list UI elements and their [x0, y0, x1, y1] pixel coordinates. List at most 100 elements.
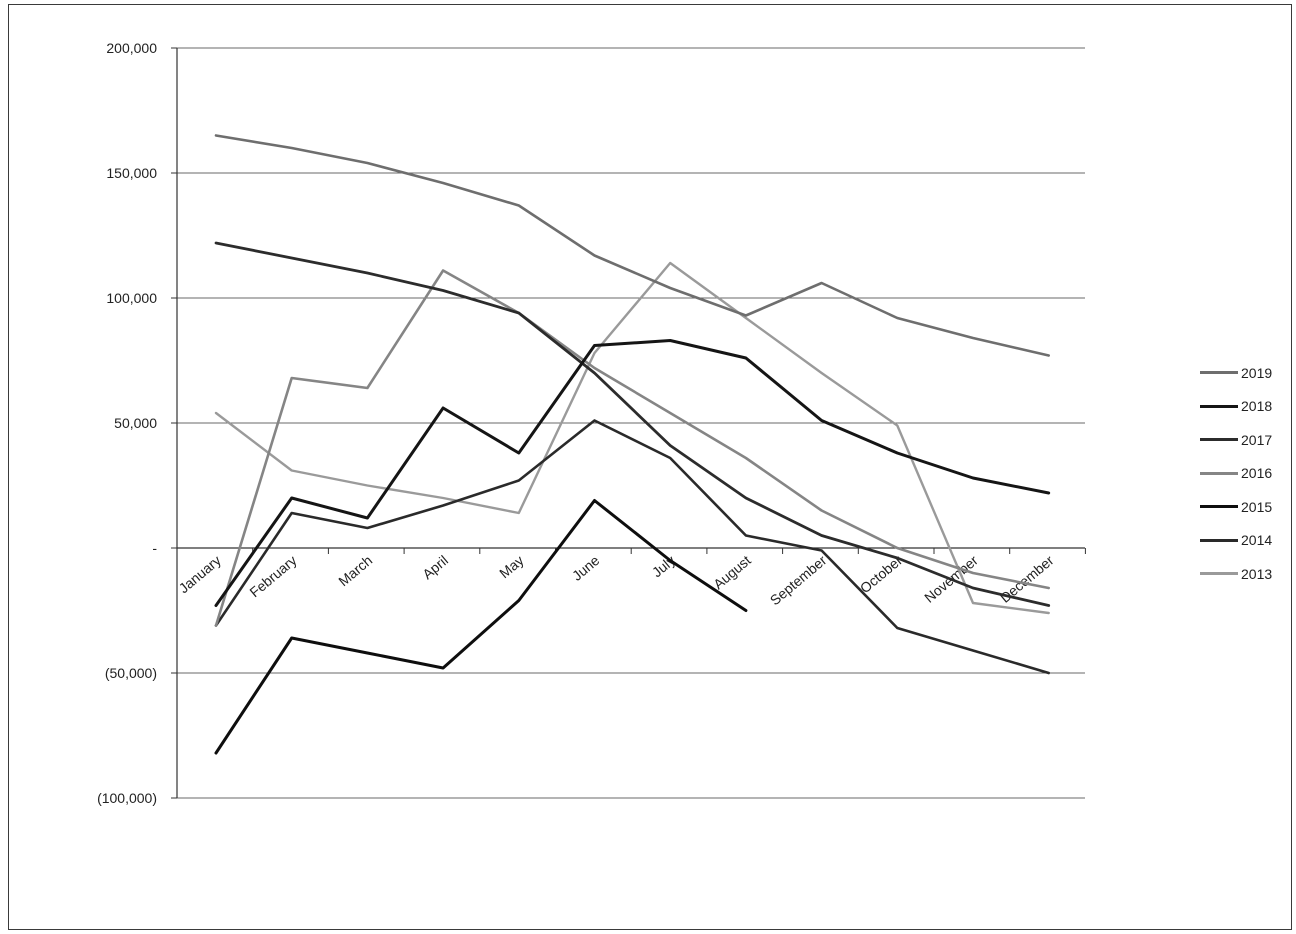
chart-frame	[8, 4, 1292, 930]
series-line-2016	[214, 269, 1050, 627]
data-point	[366, 517, 369, 519]
data-point	[896, 452, 899, 454]
legend-label: 2015	[1241, 498, 1273, 515]
data-point	[745, 357, 747, 359]
data-point	[518, 512, 520, 514]
data-point	[593, 372, 596, 374]
data-point	[290, 497, 293, 499]
data-point	[896, 627, 899, 629]
series-line-2014	[214, 419, 1050, 675]
x-tick-label: August	[710, 552, 754, 592]
data-point	[442, 269, 444, 272]
data-point	[896, 424, 899, 427]
data-point	[518, 312, 520, 314]
legend-item-2015: 2015	[1200, 490, 1290, 524]
x-tick-label: March	[335, 552, 375, 589]
data-point	[366, 484, 369, 487]
data-point	[593, 367, 596, 369]
y-tick-label: (100,000)	[97, 790, 157, 806]
data-point	[1047, 672, 1050, 674]
data-point	[820, 282, 823, 284]
axes	[176, 48, 1086, 798]
y-tick-label: 200,000	[106, 40, 157, 56]
data-point	[442, 182, 444, 184]
series-2015	[214, 499, 748, 755]
data-point	[820, 549, 823, 552]
series-line-2019	[214, 134, 1050, 357]
x-tick-label: February	[246, 552, 299, 600]
data-point	[669, 444, 671, 447]
data-point	[1047, 354, 1050, 357]
data-point	[518, 204, 520, 207]
data-point	[972, 649, 974, 652]
series-line-2015	[214, 499, 748, 755]
legend-item-2018: 2018	[1200, 390, 1290, 424]
legend-label: 2014	[1241, 532, 1273, 549]
data-point	[290, 637, 293, 639]
data-point	[215, 624, 217, 627]
data-point	[972, 477, 974, 479]
legend-item-2014: 2014	[1200, 524, 1290, 558]
series-2018	[214, 339, 1051, 607]
series-line-2018	[214, 339, 1051, 607]
data-point	[820, 509, 823, 512]
data-point	[215, 242, 217, 244]
legend-item-2019: 2019	[1200, 356, 1290, 390]
data-point	[366, 527, 369, 529]
data-point	[669, 287, 671, 289]
data-point	[972, 572, 974, 574]
legend-swatch	[1200, 438, 1238, 442]
data-point	[593, 352, 596, 354]
data-point	[518, 452, 520, 454]
series-2019	[214, 134, 1050, 357]
x-axis-tick-labels: January February March April May June July Augu…	[175, 552, 1056, 608]
series-2013	[214, 261, 1050, 615]
data-point	[366, 272, 369, 274]
data-point	[745, 317, 747, 319]
legend-swatch	[1200, 404, 1238, 408]
gridlines	[171, 47, 1085, 799]
x-tick-label: June	[569, 552, 603, 584]
legend-swatch	[1200, 371, 1238, 375]
y-axis-tick-labels: 200,000 150,000 100,000 50,000 - (50,000) (100…	[97, 40, 157, 806]
data-point	[442, 497, 444, 499]
y-tick-label: 100,000	[106, 290, 157, 306]
legend-swatch	[1200, 572, 1238, 576]
legend-swatch	[1200, 538, 1238, 542]
data-point	[896, 557, 899, 559]
data-point	[896, 547, 899, 549]
data-point	[290, 377, 293, 379]
data-point	[442, 407, 444, 409]
series-2016	[214, 269, 1050, 627]
data-point	[669, 412, 671, 414]
data-point	[669, 262, 671, 264]
data-point	[366, 652, 369, 654]
data-point	[442, 504, 444, 507]
data-point	[290, 257, 293, 259]
legend-label: 2017	[1241, 431, 1273, 448]
legend-label: 2019	[1241, 364, 1273, 381]
data-point	[518, 599, 520, 602]
series-2017	[214, 241, 1051, 607]
legend-label: 2013	[1241, 565, 1273, 582]
y-tick-label: (50,000)	[105, 665, 157, 681]
data-point	[669, 339, 671, 342]
data-point	[593, 254, 596, 257]
data-point	[669, 559, 671, 562]
data-point	[669, 457, 671, 459]
x-tick-label: May	[496, 552, 527, 581]
data-point	[290, 469, 293, 472]
data-point	[820, 534, 823, 537]
legend-swatch	[1200, 505, 1238, 509]
data-point	[215, 134, 217, 137]
data-point	[215, 412, 217, 414]
y-tick-label: 150,000	[106, 165, 157, 181]
data-point	[972, 337, 974, 339]
data-point	[1047, 612, 1050, 614]
series-line-2013	[214, 261, 1050, 615]
data-point	[896, 317, 899, 319]
data-point	[745, 314, 747, 317]
data-point	[366, 162, 369, 164]
data-point	[593, 499, 596, 502]
data-point	[1047, 492, 1050, 494]
